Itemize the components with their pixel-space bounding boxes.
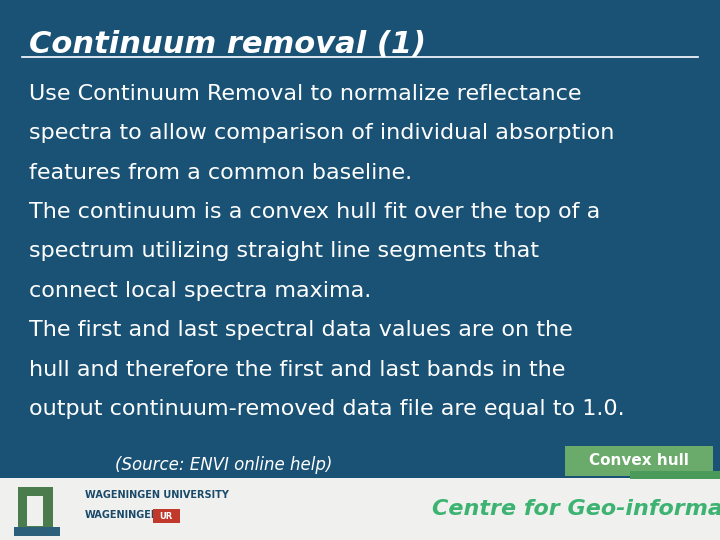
Text: The first and last spectral data values are on the: The first and last spectral data values … — [29, 320, 572, 340]
FancyBboxPatch shape — [0, 478, 720, 540]
FancyBboxPatch shape — [14, 527, 60, 536]
FancyBboxPatch shape — [630, 471, 720, 479]
Text: WAGENINGEN: WAGENINGEN — [85, 510, 160, 519]
FancyBboxPatch shape — [565, 446, 713, 476]
Text: spectra to allow comparison of individual absorption: spectra to allow comparison of individua… — [29, 123, 614, 143]
Text: (Source: ENVI online help): (Source: ENVI online help) — [115, 456, 333, 475]
Text: connect local spectra maxima.: connect local spectra maxima. — [29, 281, 371, 301]
Text: Use Continuum Removal to normalize reflectance: Use Continuum Removal to normalize refle… — [29, 84, 581, 104]
Text: WAGENINGEN UNIVERSITY: WAGENINGEN UNIVERSITY — [85, 490, 229, 500]
Text: output continuum-removed data file are equal to 1.0.: output continuum-removed data file are e… — [29, 399, 624, 419]
Text: spectrum utilizing straight line segments that: spectrum utilizing straight line segment… — [29, 241, 539, 261]
Text: UR: UR — [160, 512, 173, 521]
Text: hull and therefore the first and last bands in the: hull and therefore the first and last ba… — [29, 360, 565, 380]
Text: Continuum removal (1): Continuum removal (1) — [29, 30, 426, 59]
Text: The continuum is a convex hull fit over the top of a: The continuum is a convex hull fit over … — [29, 202, 600, 222]
Text: Centre for Geo-information: Centre for Geo-information — [432, 499, 720, 519]
Text: features from a common baseline.: features from a common baseline. — [29, 163, 412, 183]
FancyBboxPatch shape — [27, 496, 43, 526]
FancyBboxPatch shape — [18, 487, 53, 532]
Text: Convex hull: Convex hull — [590, 453, 689, 468]
FancyBboxPatch shape — [153, 509, 180, 523]
